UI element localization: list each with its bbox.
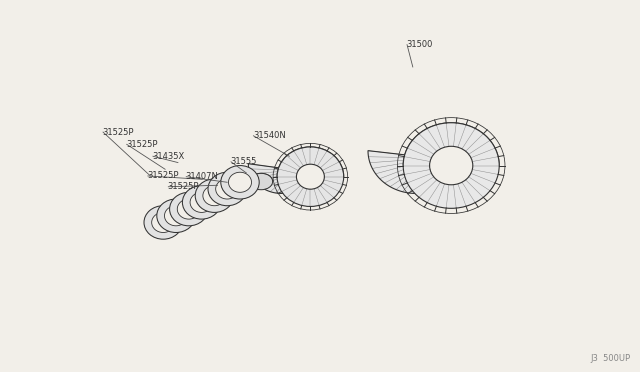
Text: 31555: 31555 (230, 157, 257, 166)
Text: 31525P: 31525P (168, 182, 199, 191)
Ellipse shape (164, 206, 188, 226)
Ellipse shape (152, 212, 175, 232)
Ellipse shape (403, 123, 499, 208)
Ellipse shape (228, 172, 252, 192)
Ellipse shape (250, 173, 273, 190)
Ellipse shape (221, 166, 259, 199)
Text: 31540N: 31540N (253, 131, 285, 140)
Ellipse shape (157, 199, 195, 232)
Text: 31500: 31500 (406, 40, 433, 49)
Ellipse shape (195, 179, 234, 212)
Text: 31525P: 31525P (147, 171, 179, 180)
Polygon shape (230, 173, 273, 182)
Text: 31525P: 31525P (126, 140, 157, 149)
Polygon shape (248, 147, 344, 193)
Ellipse shape (216, 179, 239, 199)
Ellipse shape (182, 186, 221, 219)
Ellipse shape (177, 199, 200, 219)
Ellipse shape (208, 172, 246, 206)
Text: 31525P: 31525P (102, 128, 134, 137)
Ellipse shape (296, 164, 324, 189)
Ellipse shape (203, 186, 226, 206)
Text: 31435X: 31435X (152, 152, 184, 161)
Ellipse shape (429, 146, 473, 185)
Ellipse shape (277, 147, 344, 206)
Ellipse shape (144, 206, 182, 239)
Ellipse shape (170, 192, 208, 226)
Text: J3  500UP: J3 500UP (590, 354, 630, 363)
Polygon shape (368, 123, 499, 193)
Ellipse shape (190, 192, 213, 212)
Text: 31407N: 31407N (186, 172, 218, 181)
